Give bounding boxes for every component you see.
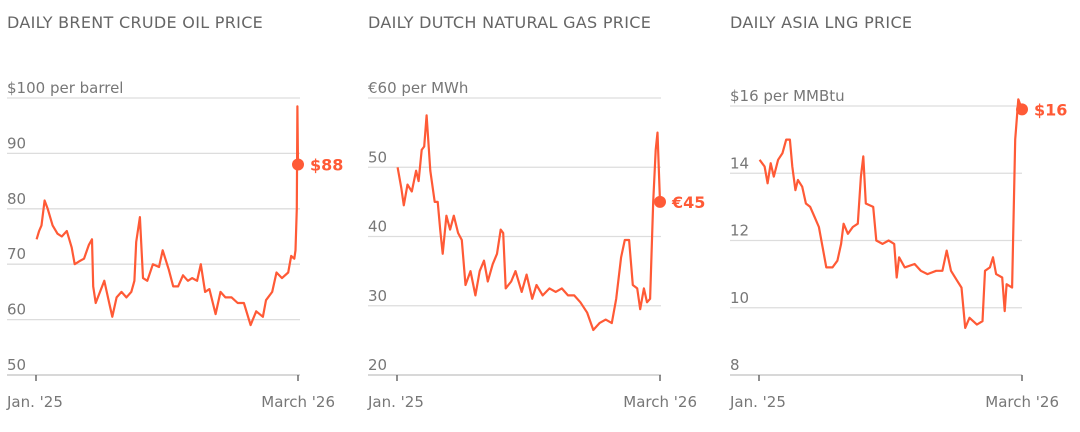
y-tick-label: 90 bbox=[7, 134, 26, 152]
x-tick-label: March '26 bbox=[985, 393, 1059, 411]
end-point-marker bbox=[1016, 103, 1028, 116]
chart-title: DAILY ASIA LNG PRICE bbox=[730, 13, 912, 32]
x-tick-label: Jan. '25 bbox=[729, 393, 786, 411]
end-point-marker bbox=[654, 195, 666, 208]
y-tick-label: 80 bbox=[7, 190, 26, 208]
y-axis-unit-label: €60 per MWh bbox=[368, 79, 468, 97]
end-value-label: €45 bbox=[671, 193, 705, 212]
y-tick-label: 50 bbox=[7, 356, 26, 374]
y-tick-label: 8 bbox=[730, 356, 740, 374]
x-tick-label: March '26 bbox=[261, 393, 335, 411]
y-axis-unit-label: $100 per barrel bbox=[7, 79, 123, 97]
chart-panel-3: DAILY ASIA LNG PRICE $16 per MMBtu 14 12 10 8… bbox=[729, 13, 1067, 411]
x-tick-label: March '26 bbox=[623, 393, 697, 411]
x-tick-label: Jan. '25 bbox=[6, 393, 63, 411]
y-tick-label: 20 bbox=[368, 356, 387, 374]
price-line bbox=[758, 98, 1024, 329]
end-value-label: $16 bbox=[1034, 100, 1067, 119]
end-point-marker bbox=[292, 158, 304, 171]
price-line bbox=[396, 114, 662, 332]
chart-title: DAILY BRENT CRUDE OIL PRICE bbox=[7, 13, 263, 32]
y-tick-label: 60 bbox=[7, 301, 26, 319]
y-tick-label: 40 bbox=[368, 218, 387, 236]
y-tick-label: 30 bbox=[368, 287, 387, 305]
y-axis-unit-label: $16 per MMBtu bbox=[730, 87, 845, 105]
y-tick-label: 70 bbox=[7, 245, 26, 263]
y-tick-label: 10 bbox=[730, 289, 749, 307]
y-tick-label: 12 bbox=[730, 222, 749, 240]
chart-title: DAILY DUTCH NATURAL GAS PRICE bbox=[368, 13, 651, 32]
y-tick-label: 50 bbox=[368, 148, 387, 166]
chart-panel-1: DAILY BRENT CRUDE OIL PRICE $100 per barr… bbox=[6, 13, 343, 411]
x-tick-label: Jan. '25 bbox=[367, 393, 424, 411]
end-value-label: $88 bbox=[310, 155, 343, 174]
price-line bbox=[35, 105, 300, 327]
y-tick-label: 14 bbox=[730, 154, 749, 172]
chart-panel-2: DAILY DUTCH NATURAL GAS PRICE €60 per MWh… bbox=[367, 13, 705, 411]
